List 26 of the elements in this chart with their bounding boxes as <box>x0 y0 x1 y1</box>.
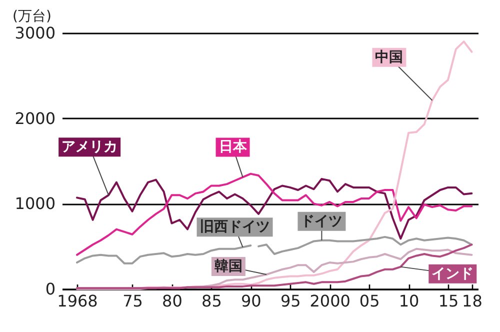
x-tick-label: 80 <box>162 292 182 310</box>
x-tick-label: 15 <box>438 292 459 310</box>
y-tick-label: 1000 <box>14 194 56 214</box>
y-axis-title: (万台) <box>12 8 52 24</box>
y-tick-label: 0 <box>45 280 56 298</box>
series-label: 日本 <box>218 139 248 156</box>
series-label: アメリカ <box>62 139 118 156</box>
text: 中国 <box>375 49 404 66</box>
y-tick-label: 3000 <box>14 24 56 42</box>
series-label: ドイツ <box>300 213 343 230</box>
series-label: インド <box>432 266 474 282</box>
x-tick-label: 90 <box>240 292 262 310</box>
x-tick-label: 2000 <box>310 292 350 310</box>
x-tick-label: 85 <box>202 292 222 310</box>
x-tick-label: 75 <box>122 292 143 310</box>
x-tick-label: 05 <box>359 292 380 310</box>
line-series <box>258 236 473 256</box>
y-tick-label: 2000 <box>14 108 56 128</box>
line-series <box>76 172 473 256</box>
legend-label: 旧西ドイツ <box>200 219 270 236</box>
x-tick-label: 1968 <box>57 292 98 310</box>
line-series <box>76 178 473 240</box>
x-tick-label: 10 <box>398 292 420 310</box>
x-tick-label: 95 <box>280 292 301 310</box>
x-tick-label: 18 <box>462 292 482 310</box>
series-label: 韓国 <box>214 258 242 274</box>
